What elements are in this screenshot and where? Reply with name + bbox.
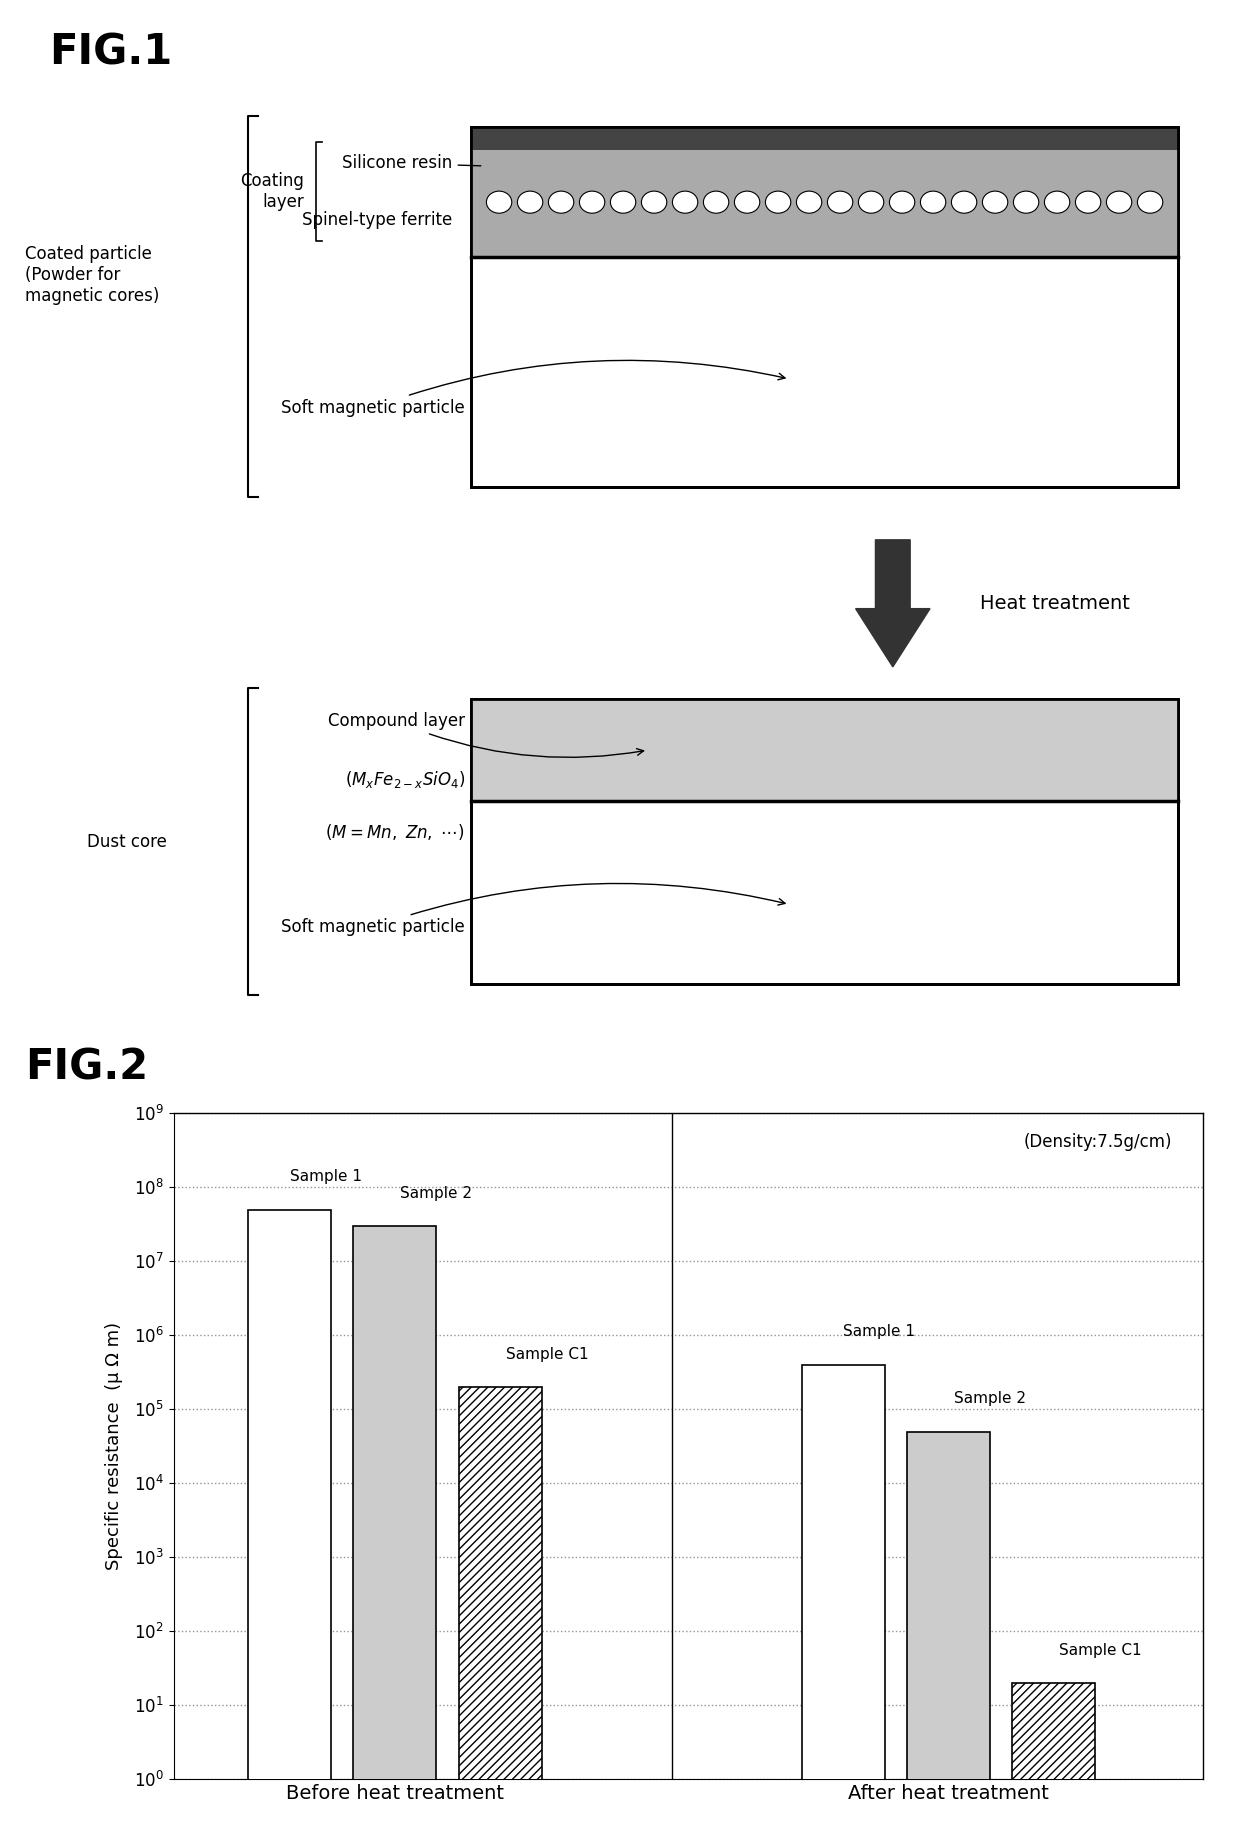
Text: Dust core: Dust core	[87, 832, 166, 850]
Ellipse shape	[1013, 192, 1039, 214]
Ellipse shape	[1075, 192, 1101, 214]
Bar	[471, 128, 1178, 257]
Ellipse shape	[889, 192, 915, 214]
Ellipse shape	[1137, 192, 1163, 214]
Ellipse shape	[548, 192, 574, 214]
Ellipse shape	[486, 192, 512, 214]
Ellipse shape	[765, 192, 791, 214]
Text: FIG.2: FIG.2	[25, 1046, 148, 1090]
Text: Spinel-type ferrite: Spinel-type ferrite	[303, 212, 453, 230]
Ellipse shape	[1044, 192, 1070, 214]
Ellipse shape	[827, 192, 853, 214]
Text: Soft magnetic particle: Soft magnetic particle	[281, 360, 785, 416]
Text: Heat treatment: Heat treatment	[980, 593, 1130, 613]
Text: Coating
layer: Coating layer	[239, 172, 304, 212]
Bar	[906, 1431, 990, 1825]
Ellipse shape	[920, 192, 946, 214]
Bar	[801, 1365, 884, 1825]
Text: Sample 1: Sample 1	[843, 1325, 915, 1340]
Bar	[459, 1387, 542, 1825]
Bar	[353, 1226, 436, 1825]
Ellipse shape	[796, 192, 822, 214]
Text: FIG.1: FIG.1	[50, 31, 172, 73]
Ellipse shape	[610, 192, 636, 214]
Text: Sample C1: Sample C1	[506, 1347, 588, 1361]
Bar	[471, 699, 1178, 984]
Text: Soft magnetic particle: Soft magnetic particle	[281, 883, 785, 936]
Bar	[471, 128, 1178, 487]
Ellipse shape	[517, 192, 543, 214]
Text: (Density:7.5g/cm): (Density:7.5g/cm)	[1023, 1133, 1172, 1152]
Text: Sample 2: Sample 2	[954, 1391, 1025, 1407]
Text: Sample 1: Sample 1	[290, 1170, 362, 1184]
Ellipse shape	[1106, 192, 1132, 214]
Ellipse shape	[982, 192, 1008, 214]
Ellipse shape	[703, 192, 729, 214]
Ellipse shape	[672, 192, 698, 214]
Text: Sample C1: Sample C1	[1059, 1642, 1142, 1657]
FancyArrow shape	[856, 540, 930, 666]
Text: Sample 2: Sample 2	[401, 1186, 472, 1201]
Bar	[471, 699, 1178, 984]
Text: $\left(M_xFe_{2-x}SiO_4\right)$: $\left(M_xFe_{2-x}SiO_4\right)$	[345, 768, 465, 790]
Bar	[471, 699, 1178, 801]
Text: Coated particle
(Powder for
magnetic cores): Coated particle (Powder for magnetic cor…	[25, 245, 159, 305]
Ellipse shape	[858, 192, 884, 214]
Ellipse shape	[579, 192, 605, 214]
Ellipse shape	[641, 192, 667, 214]
Bar	[248, 1210, 331, 1825]
Text: Silicone resin: Silicone resin	[342, 155, 481, 172]
Y-axis label: Specific resistance  (μ Ω m): Specific resistance (μ Ω m)	[104, 1323, 123, 1570]
Bar	[471, 128, 1178, 150]
Text: $\left(M = Mn,\ Zn,\ \cdots\right)$: $\left(M = Mn,\ Zn,\ \cdots\right)$	[325, 823, 465, 843]
Text: Compound layer: Compound layer	[329, 712, 644, 757]
Bar	[471, 128, 1178, 487]
Ellipse shape	[734, 192, 760, 214]
Ellipse shape	[951, 192, 977, 214]
Bar	[1012, 1683, 1095, 1825]
